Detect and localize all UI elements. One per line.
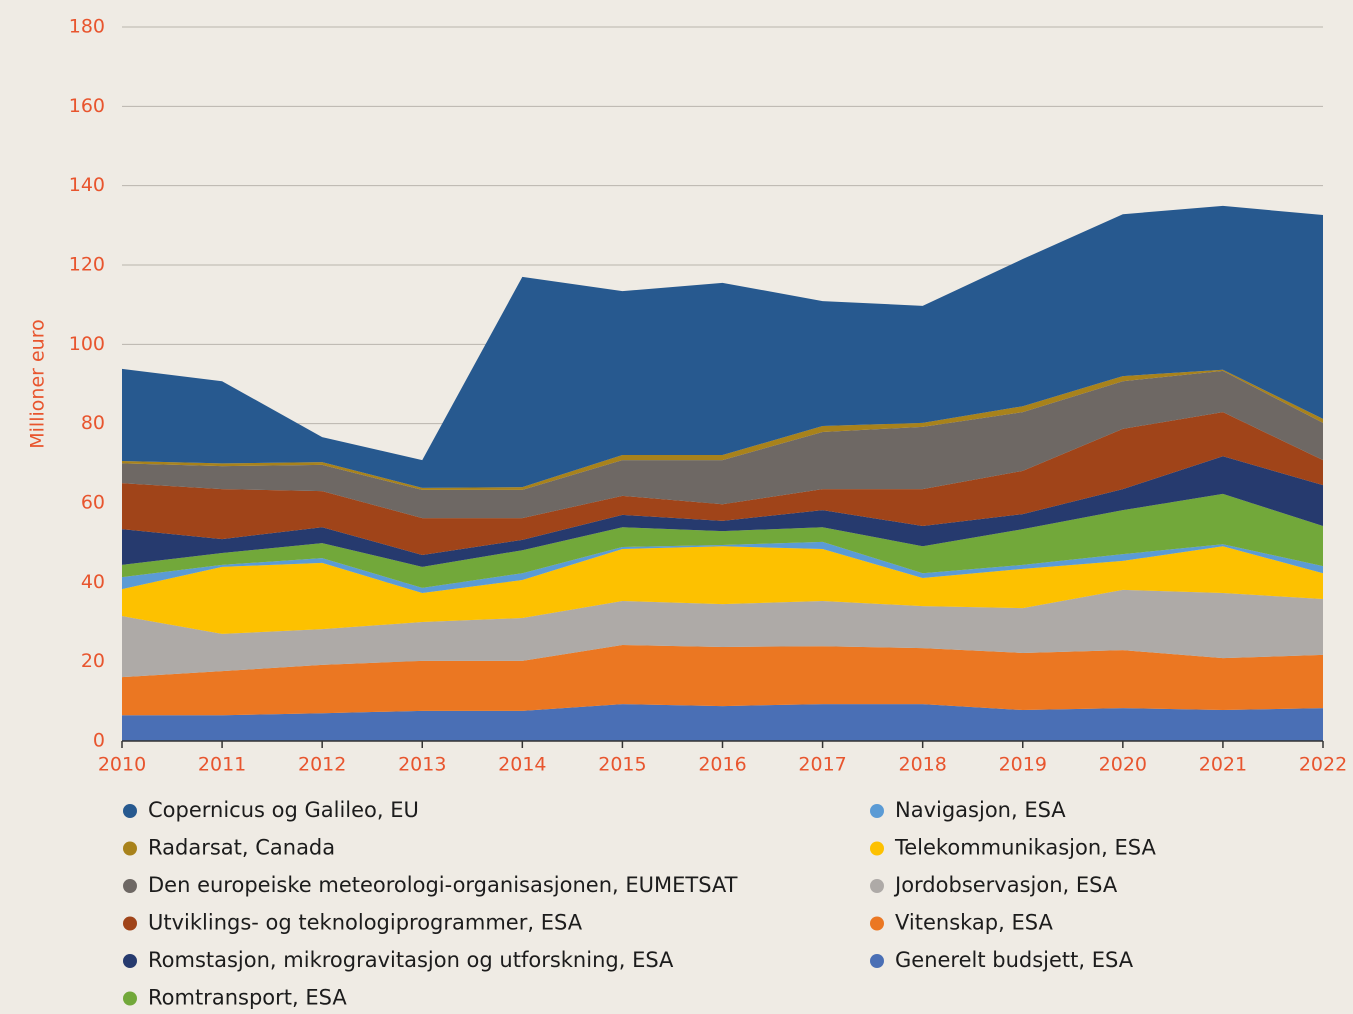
legend-swatch bbox=[123, 954, 137, 968]
y-tick-label: 0 bbox=[93, 730, 105, 752]
legend-label: Navigasjon, ESA bbox=[895, 798, 1066, 822]
x-tick-label: 2011 bbox=[198, 754, 246, 776]
legend-swatch bbox=[123, 991, 137, 1006]
x-tick-label: 2022 bbox=[1299, 754, 1347, 776]
legend-swatch bbox=[870, 841, 884, 856]
legend-swatch bbox=[123, 879, 137, 893]
legend-label: Romtransport, ESA bbox=[148, 986, 347, 1010]
x-tick-label: 2015 bbox=[598, 754, 646, 776]
x-tick-label: 2021 bbox=[1199, 754, 1247, 776]
x-tick-label: 2016 bbox=[698, 754, 746, 776]
y-tick-label: 80 bbox=[81, 412, 105, 434]
y-tick-label: 120 bbox=[69, 254, 105, 276]
x-tick-label: 2013 bbox=[398, 754, 446, 776]
area bbox=[122, 541, 1323, 594]
legend-label: Den europeiske meteorologi-organisasjone… bbox=[148, 873, 738, 897]
legend-label: Vitenskap, ESA bbox=[895, 911, 1053, 935]
x-tick-label: 2019 bbox=[999, 754, 1047, 776]
y-tick-label: 160 bbox=[69, 95, 105, 117]
legend-label: Telekommunikasjon, ESA bbox=[894, 836, 1156, 860]
area bbox=[122, 205, 1323, 488]
x-tick-label: 2017 bbox=[798, 754, 846, 776]
legend-label: Jordobservasjon, ESA bbox=[893, 873, 1118, 897]
legend-swatch bbox=[870, 954, 884, 968]
area bbox=[122, 412, 1323, 555]
y-tick-label: 60 bbox=[81, 492, 105, 514]
y-tick-label: 40 bbox=[81, 571, 105, 593]
area bbox=[122, 493, 1323, 588]
x-tick-label: 2012 bbox=[298, 754, 346, 776]
x-tick-label: 2018 bbox=[898, 754, 946, 776]
y-axis-title: Millioner euro bbox=[27, 319, 49, 448]
y-tick-label: 100 bbox=[69, 333, 105, 355]
legend-swatch bbox=[123, 916, 137, 931]
legend-label: Copernicus og Galileo, EU bbox=[148, 798, 419, 822]
area bbox=[122, 370, 1323, 519]
legend-swatch bbox=[870, 879, 884, 893]
legend-swatch bbox=[123, 804, 137, 818]
area bbox=[122, 546, 1323, 634]
legend-swatch bbox=[123, 841, 137, 856]
legend-label: Radarsat, Canada bbox=[148, 836, 335, 860]
area bbox=[122, 589, 1323, 678]
x-tick-label: 2020 bbox=[1099, 754, 1147, 776]
area bbox=[122, 456, 1323, 567]
legend-label: Utviklings- og teknologiprogrammer, ESA bbox=[148, 911, 583, 935]
x-tick-label: 2010 bbox=[98, 754, 146, 776]
legend-label: Generelt budsjett, ESA bbox=[895, 948, 1134, 972]
x-tick-label: 2014 bbox=[498, 754, 546, 776]
area bbox=[122, 704, 1323, 741]
y-tick-label: 20 bbox=[81, 650, 105, 672]
y-tick-label: 180 bbox=[69, 16, 105, 38]
legend-swatch bbox=[870, 804, 884, 818]
y-tick-label: 140 bbox=[69, 174, 105, 196]
legend-swatch bbox=[870, 916, 884, 931]
legend-label: Romstasjon, mikrogravitasjon og utforskn… bbox=[148, 948, 674, 972]
area bbox=[122, 645, 1323, 716]
